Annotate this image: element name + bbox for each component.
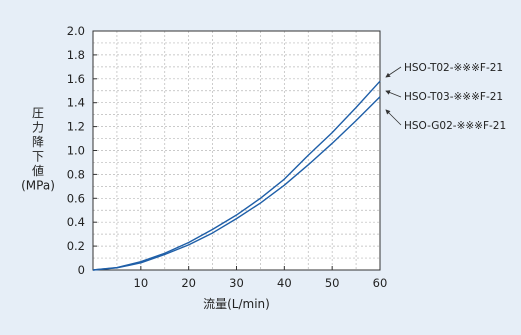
x-tick-label: 10 <box>134 276 149 290</box>
y-tick-label: 0.2 <box>67 239 85 253</box>
y-tick-label: 0.6 <box>67 191 85 205</box>
y-tick-label: 1.6 <box>67 72 85 86</box>
series-line-1 <box>92 80 381 271</box>
y-tick-label: 1.4 <box>67 96 85 110</box>
series-lines <box>92 80 381 271</box>
x-tick-label: 30 <box>229 276 244 290</box>
x-tick-label: 20 <box>181 276 196 290</box>
y-tick-label: 0 <box>78 263 85 277</box>
y-tick-label: 1.2 <box>67 120 85 134</box>
legend-label: HSO-T03-※※※F-21 <box>404 91 503 103</box>
y-axis-title-part: 圧 <box>32 106 44 120</box>
x-tick-label: 50 <box>325 276 340 290</box>
y-axis-title-part: (MPa) <box>21 179 55 193</box>
x-tick-labels: 10 20 30 40 50 60 <box>134 276 388 290</box>
x-tick-label: 40 <box>277 276 292 290</box>
x-tick-label: 60 <box>373 276 388 290</box>
legend-leader-arrow <box>385 109 402 126</box>
y-axis-title-part: 降 <box>32 135 44 149</box>
series-line-2 <box>92 96 381 271</box>
y-axis-title-part: 値 <box>32 163 44 178</box>
y-tick-label: 1.8 <box>67 48 85 62</box>
y-tick-label: 0.4 <box>67 215 85 229</box>
y-tick-label: 1.0 <box>67 144 85 158</box>
axes <box>92 30 381 271</box>
y-tick-label: 2.0 <box>67 24 85 38</box>
y-axis-title-part: 下 <box>32 150 44 164</box>
x-axis-title: 流量(L/min) <box>203 297 270 311</box>
y-axis-title-part: 力 <box>32 121 44 135</box>
legend-label: HSO-T02-※※※F-21 <box>404 62 503 74</box>
y-tick-label: 0.8 <box>67 167 85 181</box>
legend: HSO-T02-※※※F-21 HSO-T03-※※※F-21 HSO-G02-※※… <box>385 62 506 132</box>
legend-leader-arrow <box>385 66 402 78</box>
legend-leader-arrow <box>385 90 402 98</box>
legend-label: HSO-G02-※※※F-21 <box>404 120 506 132</box>
plot-area <box>93 31 380 270</box>
y-tick-labels: 0 0.2 0.4 0.6 0.8 1.0 1.2 1.4 1.6 1.8 2.0 <box>67 24 85 277</box>
